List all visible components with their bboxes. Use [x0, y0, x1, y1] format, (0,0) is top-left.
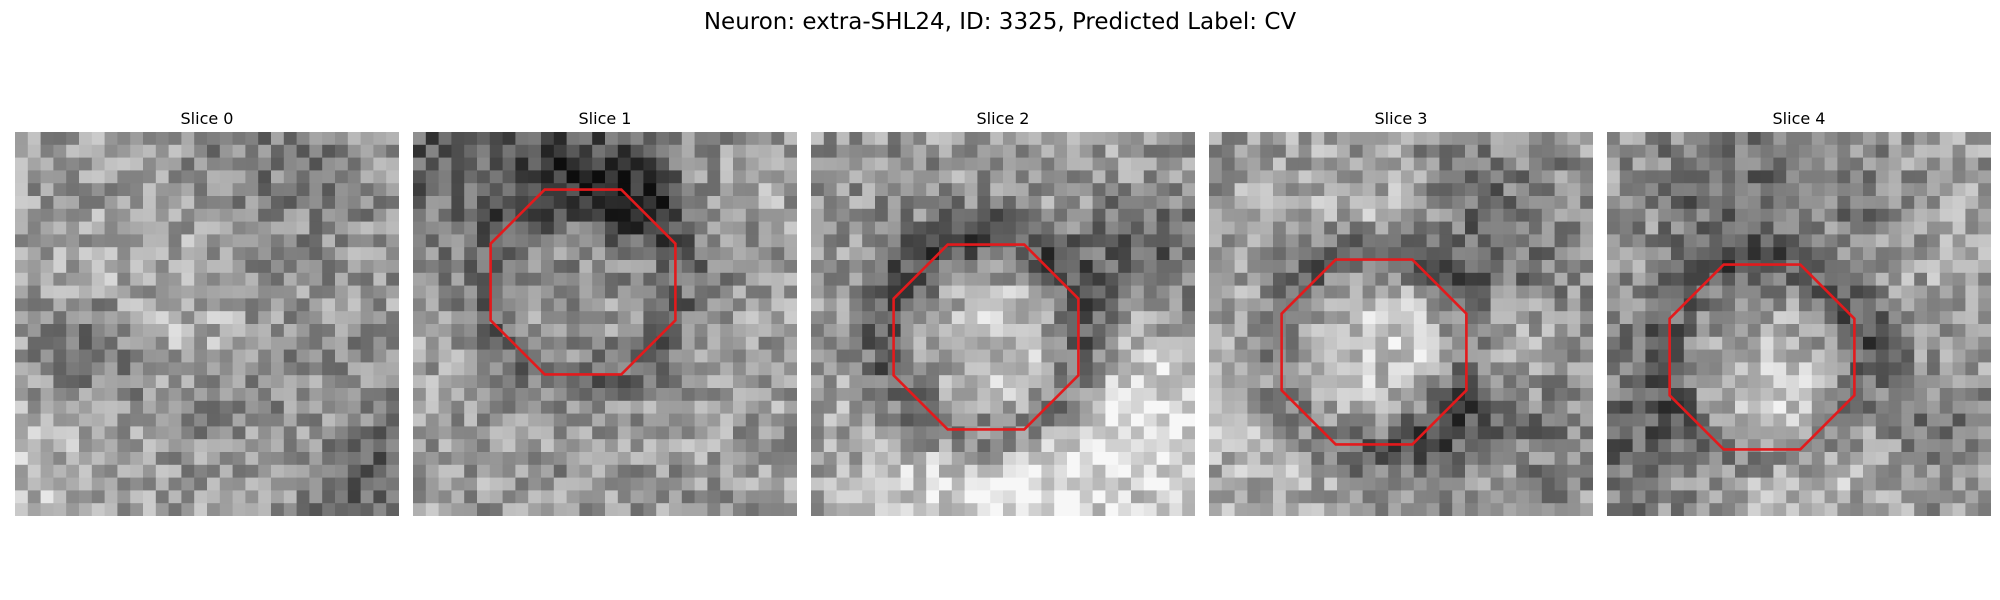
figure-title: Neuron: extra-SHL24, ID: 3325, Predicted…	[703, 9, 1297, 35]
slice-panel-1: Slice 1	[413, 108, 797, 516]
slice-title: Slice 3	[1374, 109, 1428, 128]
slice-title: Slice 2	[976, 109, 1030, 128]
slice-panel-4: Slice 4	[1607, 108, 1991, 516]
slice-panel-2: Slice 2	[811, 108, 1195, 516]
neuron-outline	[1668, 263, 1856, 451]
neuron-outline	[1280, 258, 1468, 446]
slice-panel-3: Slice 3	[1209, 108, 1593, 516]
slice-image	[811, 132, 1195, 516]
slice-image	[413, 132, 797, 516]
slice-title: Slice 4	[1772, 109, 1826, 128]
slice-title: Slice 1	[578, 109, 632, 128]
neuron-outline	[489, 188, 677, 376]
neuron-outline	[892, 243, 1080, 431]
slice-image	[1607, 132, 1991, 516]
slice-image	[15, 132, 399, 516]
slice-panel-0: Slice 0	[15, 108, 399, 516]
slice-image	[1209, 132, 1593, 516]
slice-title: Slice 0	[180, 109, 234, 128]
